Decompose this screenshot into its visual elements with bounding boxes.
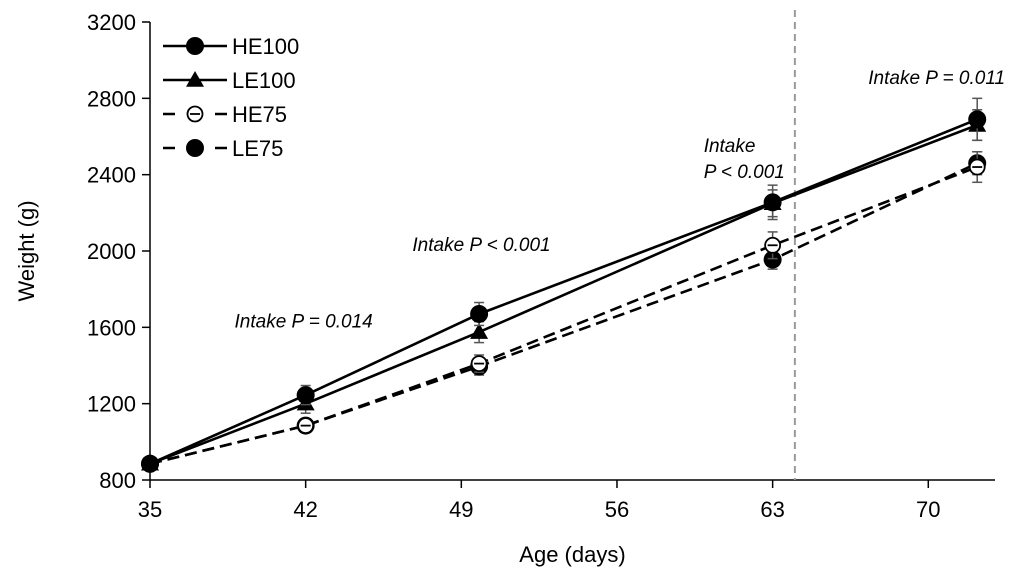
annotation-4: Intake P = 0.011	[868, 68, 1005, 89]
x-tick-label: 35	[138, 497, 162, 522]
series-he100	[141, 97, 987, 473]
annotation-1: Intake P = 0.014	[235, 311, 373, 332]
legend-item-he100: HE100	[163, 34, 299, 59]
he100-point	[470, 304, 489, 323]
annotation-line: Intake P = 0.011	[868, 68, 1005, 89]
y-tick-label: 800	[99, 468, 136, 493]
x-tick-label: 42	[293, 497, 317, 522]
y-tick-label: 1200	[87, 392, 136, 417]
he100-point	[968, 110, 987, 129]
legend-marker-le100	[186, 71, 204, 87]
x-tick-label: 49	[449, 497, 473, 522]
le100-line	[149, 123, 978, 465]
he100-point	[141, 454, 159, 473]
y-axis-title: Weight (g)	[14, 200, 39, 301]
legend: HE100 LE100 HE75 LE75	[163, 34, 299, 161]
annotation-line: Intake	[704, 136, 756, 157]
x-tick-label: 63	[760, 497, 784, 522]
x-tick-label: 70	[916, 497, 940, 522]
series-group	[141, 97, 987, 473]
series-le100	[141, 109, 987, 471]
y-tick-label: 3200	[87, 10, 136, 35]
he100-line	[149, 118, 978, 465]
y-tick-label: 1600	[87, 315, 136, 340]
legend-marker-he100	[186, 37, 204, 55]
x-axis-title: Age (days)	[519, 542, 625, 567]
annotation-3: Intake P < 0.001	[704, 136, 785, 183]
annotation-line: P < 0.001	[704, 162, 785, 183]
annotation-2: Intake P < 0.001	[412, 235, 550, 256]
legend-item-le75: LE75	[163, 136, 283, 161]
y-tick-label: 2400	[87, 163, 136, 188]
x-tick-label: 56	[605, 497, 629, 522]
he100-point	[763, 193, 782, 212]
legend-marker-le75	[186, 139, 204, 157]
he100-point	[296, 386, 315, 405]
le75-point	[763, 250, 782, 269]
annotation-line: Intake P < 0.001	[412, 235, 550, 256]
legend-item-le100: LE100	[163, 68, 296, 93]
legend-label-le100: LE100	[232, 68, 296, 93]
y-tick-label: 2000	[87, 239, 136, 264]
le100-point	[470, 323, 489, 339]
legend-item-he75: HE75	[163, 102, 287, 127]
axes: 800 1200 1600 2000 2400 2800 3200 35 42 49 56 63 70	[87, 10, 995, 522]
annotation-line: Intake P = 0.014	[235, 311, 373, 332]
y-tick-label: 2800	[87, 86, 136, 111]
legend-label-le75: LE75	[232, 136, 283, 161]
legend-label-he75: HE75	[232, 102, 287, 127]
legend-label-he100: HE100	[232, 34, 299, 59]
